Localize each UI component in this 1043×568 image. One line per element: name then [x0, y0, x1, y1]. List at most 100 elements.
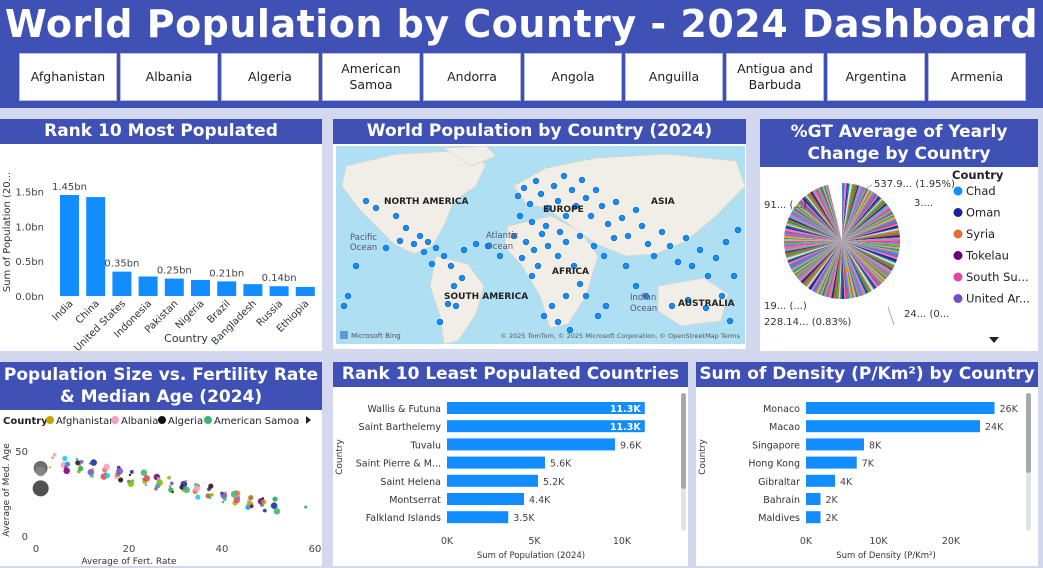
location-dot: [582, 194, 590, 202]
scatter-point: [249, 504, 254, 509]
least-panel: Rank 10 Least Populated Countries Countr…: [333, 362, 688, 566]
pie-slice: [808, 193, 842, 241]
pie-slice: [842, 187, 866, 241]
pie-slice: [818, 187, 842, 241]
map-label: NORTH AMERICA: [384, 197, 468, 207]
pie-slice: [823, 241, 842, 297]
pie-slice: [842, 241, 872, 292]
scatter-point: [143, 475, 150, 482]
legend-marker: [158, 416, 166, 424]
pie-slice: [789, 214, 842, 241]
slicer-item[interactable]: Andorra: [423, 53, 521, 101]
pie-slice: [842, 185, 861, 241]
scatter-point: [48, 466, 52, 469]
pie-slice: [816, 188, 842, 241]
scatter-point: [127, 480, 135, 487]
scatter-point: [304, 505, 308, 509]
scatter-chart[interactable]: Country Afghanistan Albania Algeria American…: [0, 410, 322, 566]
pie-slice: [842, 210, 893, 241]
pie-slice: [826, 241, 842, 298]
slicer-item[interactable]: American Samoa: [322, 53, 420, 101]
pie-slice: [785, 224, 842, 241]
pie-slice: [842, 207, 891, 241]
data-label: 2K: [826, 495, 839, 506]
slicer-item[interactable]: Armenia: [928, 53, 1026, 101]
bing-logo: [340, 331, 348, 339]
pie-chart[interactable]: 537.9... (1.95%) 3.... 91... (...) 19... (.…: [760, 167, 1038, 351]
pie-slice: [842, 196, 880, 241]
slicer-item[interactable]: Afghanistan: [19, 53, 117, 101]
pie-slice: [842, 186, 862, 241]
pie-slice: [842, 241, 860, 297]
scatter-point: [168, 485, 172, 488]
dashboard-title: World Population by Country - 2024 Dashb…: [4, 2, 1039, 46]
density-bar-chart[interactable]: Country Monaco 26K Macao 24K Singapore 8K Hong …: [696, 387, 1038, 566]
pie-slice: [784, 236, 842, 241]
pie-slice: [842, 241, 868, 294]
pie-slice: [842, 194, 878, 241]
location-dot: [642, 292, 650, 300]
map-label: Ocean: [630, 304, 657, 314]
bar: [295, 286, 315, 296]
pie-slice: [797, 202, 842, 241]
pie-slice: [842, 241, 848, 299]
location-dot: [416, 232, 424, 240]
location-dot: [452, 302, 460, 310]
scatter-point: [91, 468, 94, 471]
location-dot: [666, 242, 674, 250]
legend-entry: Albania: [121, 416, 158, 427]
bar: [806, 474, 835, 487]
pie-slice: [842, 241, 899, 257]
location-dot: [570, 262, 578, 270]
pie-slice: [842, 198, 883, 241]
pie-slice: [822, 186, 842, 241]
top10-bar-chart[interactable]: Sum of Population (20...0.0bn 0.5bn 1.0bn 1…: [0, 144, 322, 351]
pie-slice: [813, 189, 842, 241]
bar: [269, 286, 289, 296]
location-dot: [538, 230, 546, 238]
location-dot: [730, 272, 738, 280]
location-dot: [658, 228, 666, 236]
data-label: 0.14bn: [262, 273, 297, 284]
pie-slice: [842, 227, 899, 241]
slicer-item[interactable]: Angola: [524, 53, 622, 101]
slicer-item[interactable]: Anguilla: [625, 53, 723, 101]
pie-slice: [842, 241, 869, 294]
pie-slice: [842, 241, 851, 299]
world-map[interactable]: NORTH AMERICAEUROPEASIAAtlanticOceanPaci…: [336, 146, 745, 344]
least-bar-chart[interactable]: Country Wallis & Futuna 11.3K Saint Barthel…: [333, 387, 688, 566]
location-dot: [382, 244, 390, 252]
pie-slice: [840, 241, 843, 299]
location-dot: [432, 244, 440, 252]
location-dot: [530, 246, 538, 254]
location-dot: [484, 242, 492, 250]
pie-slice: [842, 241, 900, 247]
data-label: 26K: [1000, 404, 1019, 415]
location-dot: [568, 186, 576, 194]
bar: [806, 493, 821, 505]
location-dot: [424, 238, 432, 246]
scatter-point: [87, 468, 95, 476]
pie-slice: [842, 195, 879, 241]
slicer-item[interactable]: Argentina: [827, 53, 925, 101]
slicer-item[interactable]: Antigua and Barbuda: [726, 53, 824, 101]
slicer-item[interactable]: Albania: [120, 53, 218, 101]
pie-slice: [842, 241, 898, 258]
pie-slice: [812, 190, 842, 241]
pie-slice: [792, 241, 842, 273]
y-tick-label: Macao: [769, 422, 800, 433]
pie-slice: [784, 230, 842, 241]
density-panel: Sum of Density (P/Km²) by Country Countr…: [696, 362, 1038, 566]
slicer-item[interactable]: Algeria: [221, 53, 319, 101]
bar: [447, 456, 545, 469]
y-tick-label: 0.0bn: [15, 292, 44, 303]
location-dot: [610, 234, 618, 242]
scatter-point: [65, 461, 71, 467]
x-axis-label: Sum of Density (P/Km²): [836, 551, 936, 561]
map-label: ASIA: [651, 197, 675, 207]
pie-slice: [842, 241, 876, 290]
location-dot: [548, 302, 556, 310]
map-panel: World Population by Country (2024) NORTH…: [333, 119, 746, 349]
location-dot: [612, 198, 620, 206]
pie-slice: [842, 241, 877, 289]
